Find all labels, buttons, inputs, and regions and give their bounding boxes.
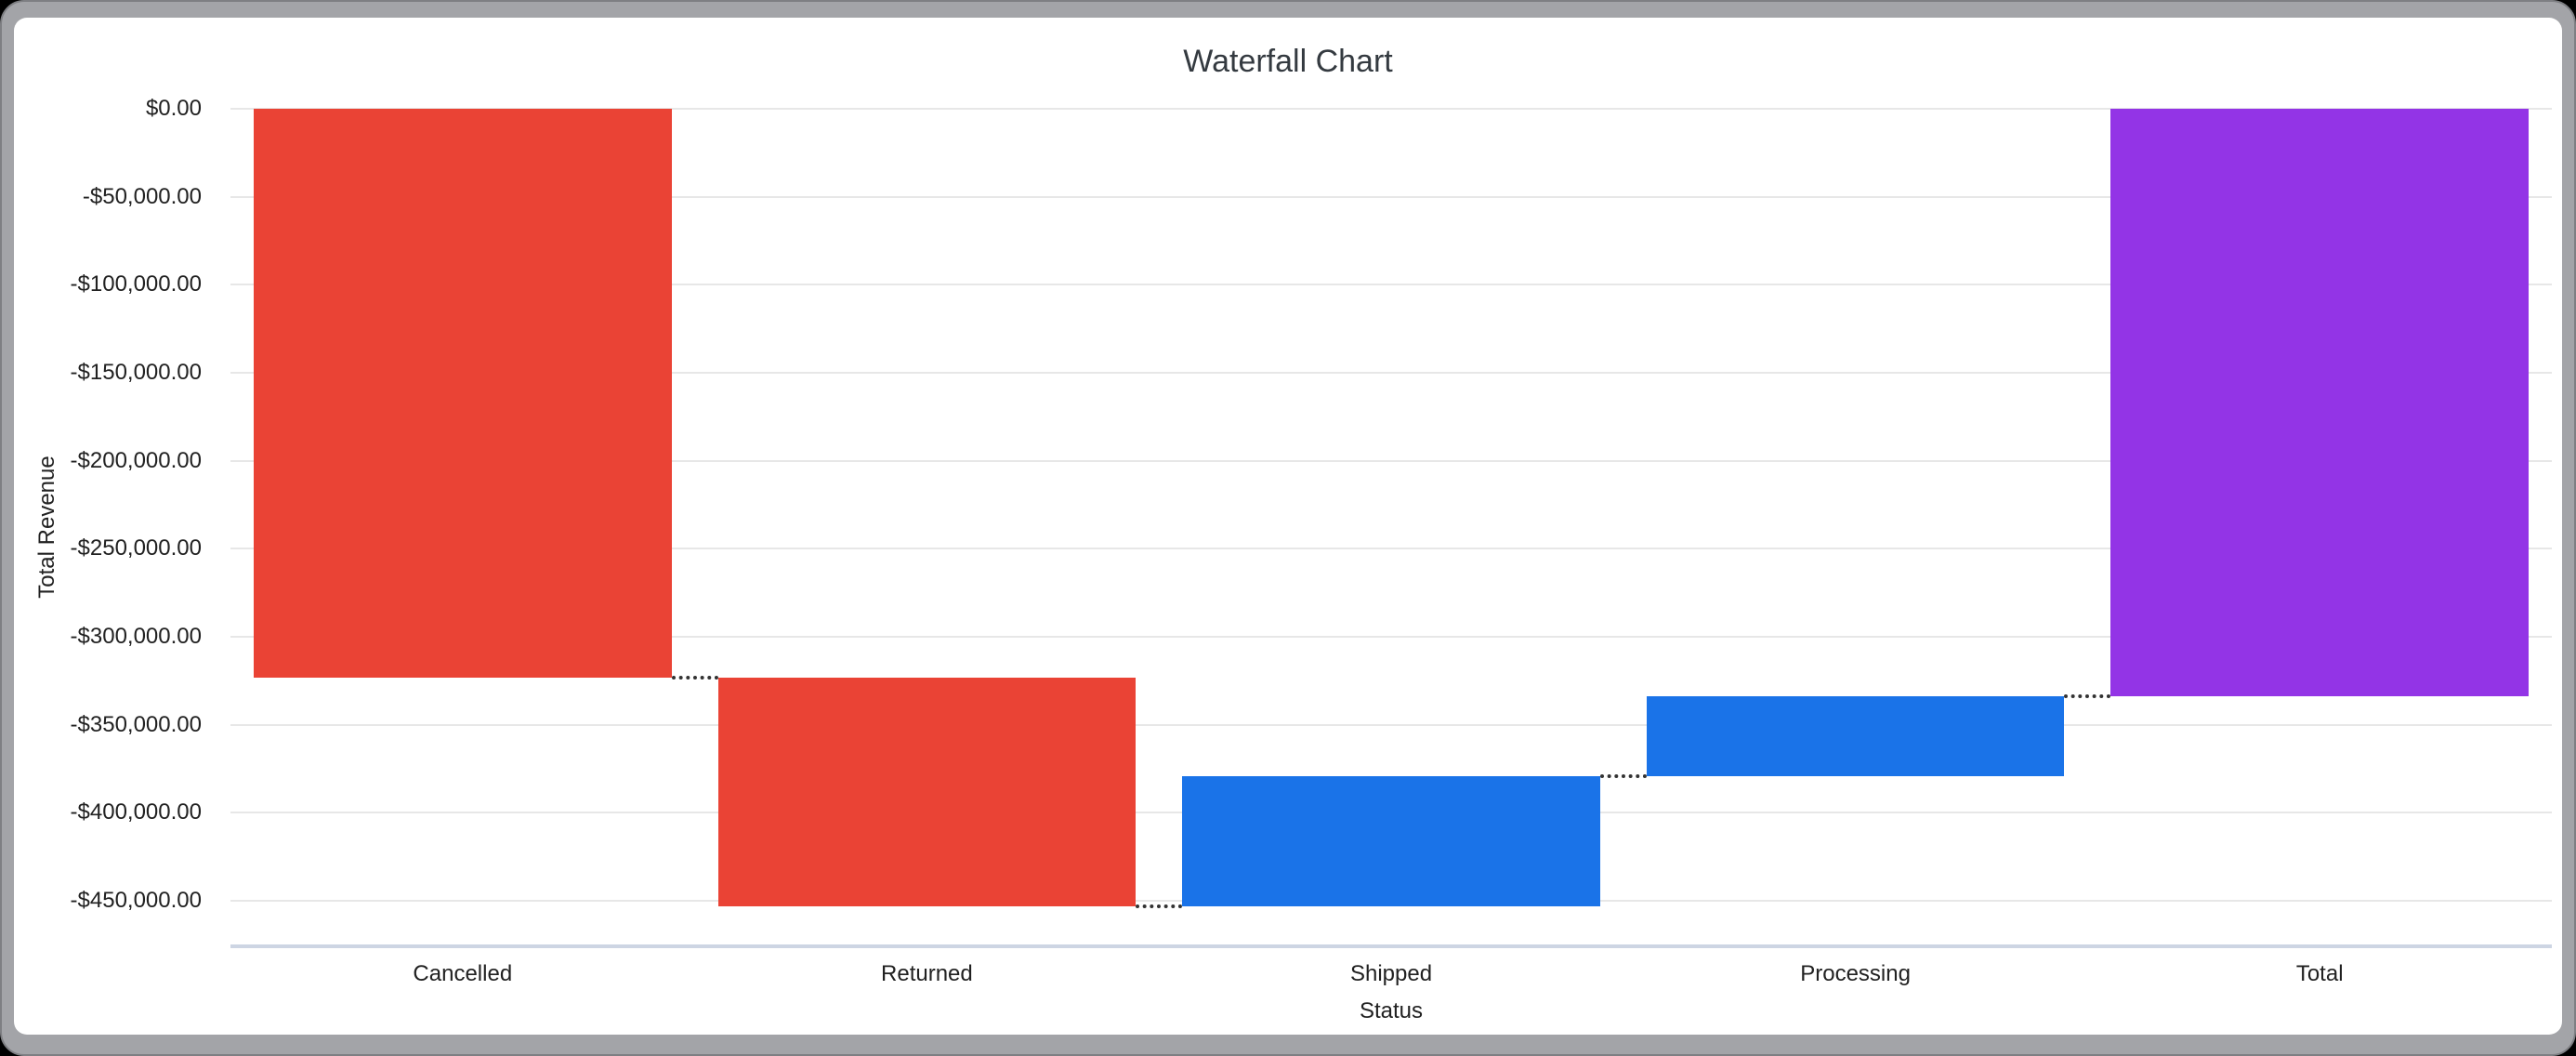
y-tick-label: -$300,000.00 [70,623,202,649]
waterfall-connector [1599,774,1647,779]
waterfall-bar-processing[interactable] [1646,695,2065,777]
chart-canvas: Waterfall Chart $0.00 -$50,000.00 -$100,00… [14,18,2562,1035]
y-tick-label: -$350,000.00 [70,711,202,737]
y-tick-label: -$200,000.00 [70,447,202,473]
x-tick-label: Total [2295,961,2344,986]
gridline [230,284,2552,286]
gridline [230,371,2552,374]
gridline [230,195,2552,198]
gridline [230,459,2552,462]
y-tick-label: $0.00 [145,96,202,121]
waterfall-connector [1136,904,1183,909]
y-tick-label: -$400,000.00 [70,799,202,825]
y-tick-label: -$150,000.00 [70,359,202,385]
y-tick-label: -$100,000.00 [70,271,202,297]
waterfall-bar-cancelled[interactable] [253,109,672,678]
chart-title: Waterfall Chart [1183,44,1393,79]
waterfall-connector [671,675,718,680]
x-tick-label: Cancelled [413,961,513,986]
gridline [230,635,2552,638]
y-axis-title: Total Revenue [34,455,59,599]
plot-area: $0.00 -$50,000.00 -$100,000.00 -$150,000.00… [14,18,2562,1035]
x-tick-label: Returned [881,961,973,986]
gridline [230,108,2552,110]
x-axis-title: Status [1359,998,1424,1023]
waterfall-bar-total[interactable] [2110,109,2529,696]
x-tick-label: Processing [1800,961,1911,986]
waterfall-connector [2064,693,2111,698]
gridline [230,723,2552,726]
y-tick-label: -$50,000.00 [82,183,202,209]
gridline [230,548,2552,550]
y-tick-label: -$450,000.00 [70,887,202,913]
x-axis-line [230,944,2552,948]
y-tick-label: -$250,000.00 [70,535,202,561]
waterfall-bar-shipped[interactable] [1182,776,1600,907]
waterfall-bar-returned[interactable] [717,677,1137,907]
x-tick-label: Shipped [1349,961,1433,986]
